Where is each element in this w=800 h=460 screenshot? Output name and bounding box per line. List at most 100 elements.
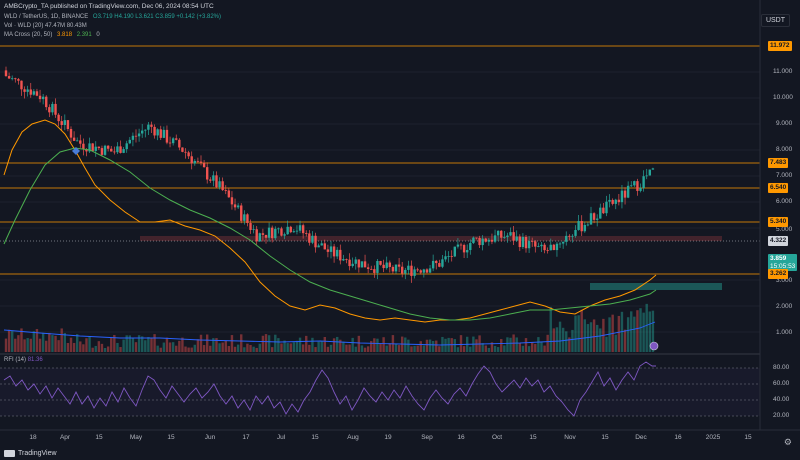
candle-body[interactable] [620, 190, 624, 203]
candle-body[interactable] [444, 256, 447, 260]
ma-cross-legend[interactable]: MA Cross (20, 50) 3.818 2.391 0 [4, 31, 103, 40]
candle-body[interactable] [422, 269, 426, 273]
candle-body[interactable] [342, 259, 345, 261]
candle-body[interactable] [583, 224, 587, 232]
candle-body[interactable] [472, 237, 475, 244]
candle-body[interactable] [425, 269, 429, 273]
candle-body[interactable] [224, 190, 227, 191]
candle-body[interactable] [270, 227, 274, 239]
candle-body[interactable] [630, 185, 633, 187]
candle-body[interactable] [462, 245, 466, 253]
candle-body[interactable] [617, 199, 621, 203]
candle-body[interactable] [543, 244, 546, 251]
candle-body[interactable] [17, 79, 20, 81]
candle-body[interactable] [301, 225, 305, 234]
candle-body[interactable] [645, 175, 648, 177]
candle-body[interactable] [413, 269, 416, 276]
candle-body[interactable] [258, 233, 262, 242]
candle-body[interactable] [60, 121, 63, 125]
candle-body[interactable] [162, 129, 166, 138]
candle-body[interactable] [540, 244, 543, 247]
candle-body[interactable] [484, 238, 487, 242]
candle-body[interactable] [122, 149, 125, 153]
candle-body[interactable] [339, 249, 342, 261]
candle-body[interactable] [326, 249, 330, 252]
candle-body[interactable] [7, 76, 11, 79]
candle-body[interactable] [400, 266, 404, 274]
level-lines[interactable] [0, 45, 760, 275]
candle-body[interactable] [20, 80, 23, 90]
tradingview-logo[interactable]: TradingView [4, 450, 57, 457]
candle-body[interactable] [549, 244, 552, 251]
candle-body[interactable] [577, 221, 580, 230]
candle-body[interactable] [527, 241, 531, 249]
candle-body[interactable] [487, 239, 491, 242]
candle-body[interactable] [555, 243, 559, 251]
candle-body[interactable] [227, 190, 231, 198]
candle-body[interactable] [317, 245, 320, 248]
candle-body[interactable] [509, 232, 512, 236]
candle-body[interactable] [636, 181, 639, 191]
candle-body[interactable] [518, 236, 522, 248]
candle-body[interactable] [639, 187, 642, 191]
candle-body[interactable] [459, 244, 463, 246]
candle-body[interactable] [218, 181, 221, 188]
candle-body[interactable] [503, 237, 506, 238]
candle-body[interactable] [574, 229, 577, 236]
candle-body[interactable] [329, 246, 333, 252]
candle-body[interactable] [568, 235, 571, 237]
candle-body[interactable] [264, 234, 268, 238]
candle-body[interactable] [29, 89, 32, 95]
candle-body[interactable] [255, 229, 258, 242]
candle-body[interactable] [561, 241, 565, 244]
candle-body[interactable] [565, 235, 568, 242]
candle-body[interactable] [391, 266, 395, 272]
candle-body[interactable] [72, 137, 76, 141]
gear-icon[interactable]: ⚙ [783, 437, 792, 447]
candle-body[interactable] [267, 227, 271, 238]
candle-body[interactable] [379, 260, 382, 265]
candle-body[interactable] [171, 138, 175, 144]
candle-body[interactable] [233, 204, 237, 208]
candle-body[interactable] [642, 176, 645, 188]
candle-body[interactable] [4, 70, 8, 77]
candle-body[interactable] [382, 264, 385, 269]
candle-body[interactable] [314, 235, 317, 248]
candle-body[interactable] [82, 143, 85, 150]
candle-body[interactable] [187, 152, 190, 157]
candle-body[interactable] [26, 89, 29, 92]
candle-body[interactable] [91, 143, 94, 151]
candle-body[interactable] [249, 222, 252, 230]
candle-body[interactable] [552, 244, 556, 251]
candle-body[interactable] [243, 214, 246, 221]
candle-body[interactable] [181, 147, 184, 152]
candle-body[interactable] [453, 246, 457, 257]
candle-body[interactable] [63, 120, 67, 125]
candle-body[interactable] [103, 145, 107, 155]
candle-body[interactable] [140, 130, 144, 134]
candle-body[interactable] [580, 221, 583, 232]
candle-body[interactable] [589, 213, 593, 225]
candle-body[interactable] [286, 226, 289, 235]
candle-body[interactable] [280, 228, 283, 236]
candle-body[interactable] [125, 143, 128, 150]
candle-body[interactable] [85, 149, 88, 152]
candle-body[interactable] [236, 205, 240, 208]
candle-body[interactable] [261, 233, 265, 235]
candle-body[interactable] [209, 179, 212, 181]
candle-body[interactable] [506, 235, 509, 238]
candle-body[interactable] [397, 264, 401, 267]
candle-body[interactable] [490, 239, 494, 242]
candle-body[interactable] [193, 160, 197, 164]
price-tag-11972[interactable]: 11.972 [768, 41, 792, 51]
candle-body[interactable] [608, 199, 611, 202]
candle-body[interactable] [252, 229, 255, 231]
candle-body[interactable] [184, 151, 187, 153]
candle-body[interactable] [348, 259, 351, 267]
candle-body[interactable] [230, 197, 234, 205]
price-tag-6540[interactable]: 6.540 [768, 183, 789, 193]
candle-body[interactable] [289, 226, 292, 233]
candle-body[interactable] [357, 259, 361, 268]
price-tag-7483[interactable]: 7.483 [768, 158, 789, 168]
candle-body[interactable] [159, 129, 162, 138]
